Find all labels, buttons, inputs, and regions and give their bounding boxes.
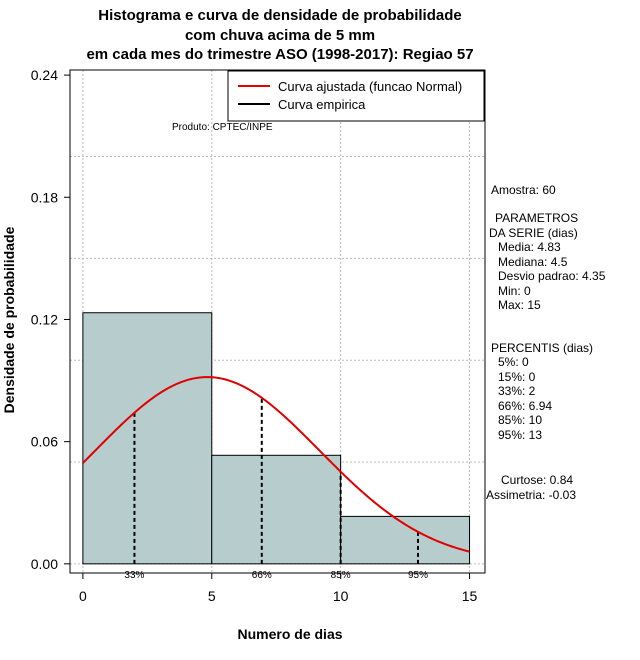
y-axis-label: Densidade de probabilidade	[1, 226, 17, 414]
stat-desvio: Desvio padrao: 4.35	[498, 269, 606, 283]
stat-mediana: Mediana: 4.5	[498, 255, 568, 269]
x-tick-label-2: 10	[333, 588, 349, 604]
stat-assimetria: Assimetria: -0.03	[486, 488, 577, 502]
x-tick-label-0: 0	[79, 588, 87, 604]
stat-p5: 5%: 0	[498, 355, 529, 369]
chart-title-line-1: Histograma e curva de densidade de proba…	[98, 7, 462, 24]
y-tick-label-4: 0.24	[31, 67, 58, 83]
y-tick-label-2: 0.12	[31, 311, 58, 327]
stat-amostra: Amostra: 60	[491, 183, 556, 197]
credit-text: Produto: CPTEC/INPE	[172, 122, 273, 133]
y-tick-label-1: 0.06	[31, 434, 58, 450]
percentile-label-0: 33%	[124, 570, 144, 581]
normal-fit-curve	[82, 376, 470, 553]
legend-label-0: Curva ajustada (funcao Normal)	[278, 79, 462, 94]
legend-box	[227, 70, 485, 122]
stat-percentis-title: PERCENTIS (dias)	[491, 341, 594, 355]
x-tick-label-1: 5	[208, 588, 216, 604]
percentile-label-1: 66%	[252, 570, 272, 581]
stat-max: Max: 15	[498, 298, 541, 312]
stat-parametros-title-2: DA SERIE (dias)	[489, 226, 578, 240]
stat-curtose: Curtose: 0.84	[501, 473, 574, 487]
stat-p66: 66%: 6.94	[498, 399, 553, 413]
histogram-bar-1	[211, 454, 342, 565]
stat-min: Min: 0	[498, 284, 531, 298]
stat-p15: 15%: 0	[498, 370, 536, 384]
x-axis-label: Numero de dias	[237, 626, 343, 642]
percentile-label-3: 95%	[408, 570, 428, 581]
stat-p33: 33%: 2	[498, 384, 536, 398]
plot-frame	[69, 69, 486, 574]
stat-media: Media: 4.83	[498, 240, 561, 254]
stat-p85: 85%: 10	[498, 413, 543, 427]
chart-title-line-2: com chuva acima de 5 mm	[184, 27, 376, 44]
chart-title-line-3: em cada mes do trimestre ASO (1998-2017)…	[86, 46, 474, 63]
x-tick-label-3: 15	[462, 588, 478, 604]
legend-label-1: Curva empirica	[278, 97, 366, 112]
stat-parametros-title-1: PARAMETROS	[495, 211, 579, 225]
y-tick-label-0: 0.00	[31, 556, 58, 572]
histogram-bar-0	[82, 312, 213, 565]
stat-p95: 95%: 13	[498, 428, 543, 442]
y-tick-label-3: 0.18	[31, 189, 58, 205]
